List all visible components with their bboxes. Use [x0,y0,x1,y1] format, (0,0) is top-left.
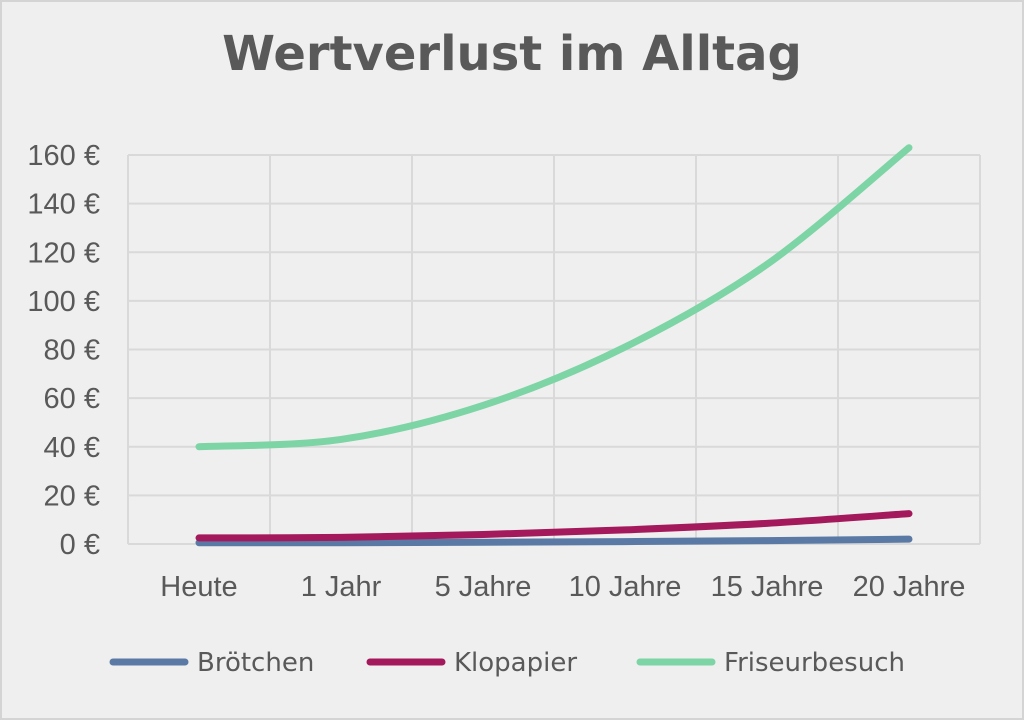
y-axis: 0 € 20 € 40 € 60 € 80 € 100 € 120 € 140 € 160 € [27,140,100,561]
y-tick-label: 20 € [44,480,100,512]
x-tick-label: 5 Jahre [435,571,532,603]
x-tick-label: 1 Jahr [301,571,382,603]
x-tick-label: 10 Jahre [569,571,682,603]
grid-layer [127,154,981,545]
legend-label: Friseurbesuch [724,648,905,678]
legend-label: Klopapier [454,648,577,678]
x-tick-label: Heute [160,571,237,603]
x-tick-label: 20 Jahre [853,571,966,603]
x-axis: Heute 1 Jahr 5 Jahre 10 Jahre 15 Jahre 20 Jah… [160,571,965,603]
series-line-br-tchen [195,535,913,547]
series-layer [195,144,913,547]
legend: Brötchen Klopapier Friseurbesuch [109,648,905,678]
y-tick-label: 120 € [27,237,100,269]
series-line-friseurbesuch [195,144,913,451]
x-tick-label: 15 Jahre [711,571,824,603]
chart-title: Wertverlust im Alltag [222,26,802,82]
y-tick-label: 80 € [44,335,100,367]
y-tick-label: 40 € [44,432,100,464]
legend-label: Brötchen [197,648,314,678]
y-tick-label: 140 € [27,189,100,221]
y-tick-label: 60 € [44,383,100,415]
series-line-klopapier [195,510,913,542]
y-tick-label: 0 € [60,529,100,561]
y-tick-label: 100 € [27,286,100,318]
y-tick-label: 160 € [27,140,100,172]
